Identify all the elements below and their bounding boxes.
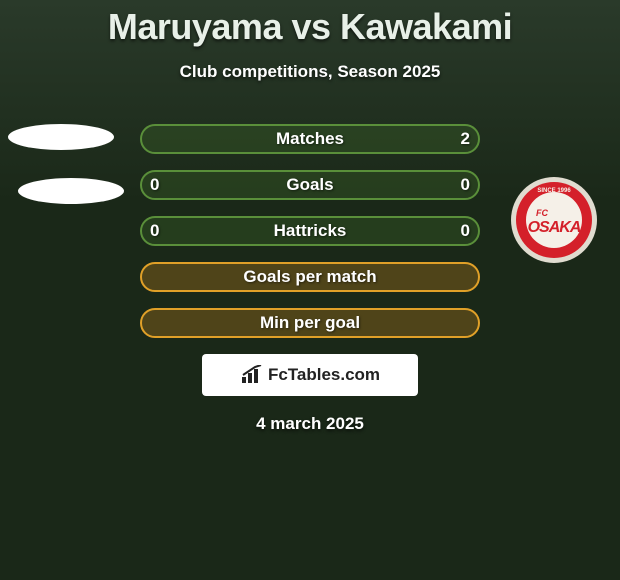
svg-text:OSAKA: OSAKA <box>528 219 581 236</box>
stat-bar: Matches <box>140 124 480 154</box>
brand-box: FcTables.com <box>202 354 418 396</box>
stat-row: Goals per match <box>0 262 620 292</box>
date-label: 4 march 2025 <box>0 414 620 434</box>
stat-label: Matches <box>276 129 344 149</box>
stat-row: Min per goal <box>0 308 620 338</box>
stat-value-left: 0 <box>150 170 159 200</box>
stat-value-right: 0 <box>461 170 470 200</box>
stat-label: Goals <box>286 175 333 195</box>
stat-label: Goals per match <box>243 267 376 287</box>
svg-text:FC: FC <box>536 208 548 218</box>
brand-label: FcTables.com <box>240 365 380 385</box>
stat-label: Hattricks <box>274 221 347 241</box>
stat-bar: Goals <box>140 170 480 200</box>
page-title: Maruyama vs Kawakami <box>0 0 620 48</box>
stat-value-right: 0 <box>461 216 470 246</box>
stat-bar: Min per goal <box>140 308 480 338</box>
stat-label: Min per goal <box>260 313 360 333</box>
player-ellipse <box>18 178 124 204</box>
stat-value-right: 2 <box>461 124 470 154</box>
stat-bar: Goals per match <box>140 262 480 292</box>
club-badge: SINCE 1996 FC OSAKA <box>510 176 598 264</box>
chart-icon <box>240 365 264 385</box>
page-subtitle: Club competitions, Season 2025 <box>0 62 620 82</box>
stat-bar: Hattricks <box>140 216 480 246</box>
stat-value-left: 0 <box>150 216 159 246</box>
badge-icon: SINCE 1996 FC OSAKA <box>510 176 598 264</box>
player-ellipse <box>8 124 114 150</box>
svg-text:SINCE 1996: SINCE 1996 <box>537 188 571 194</box>
